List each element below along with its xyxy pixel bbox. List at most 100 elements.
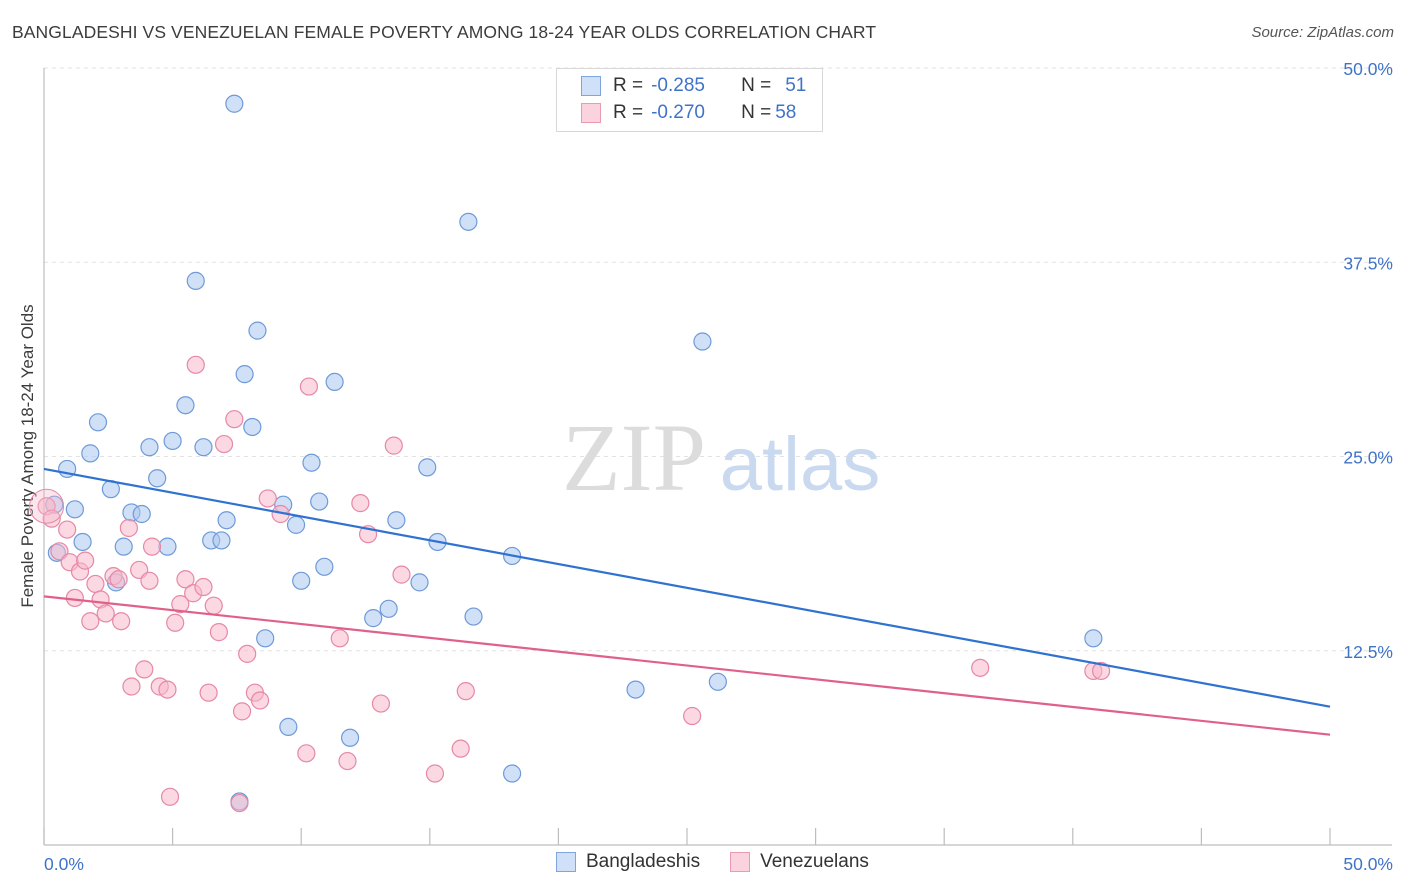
bangladeshi-point: [114, 537, 133, 556]
bangladeshi-point: [88, 413, 108, 432]
watermark: ZIP atlas: [562, 404, 880, 511]
bangladeshi-point: [243, 417, 262, 437]
series-legend-venezuelans: Venezuelans: [730, 851, 869, 873]
venezuelan-point: [135, 660, 154, 679]
watermark-zip: ZIP: [562, 404, 706, 511]
bangladeshi-point: [212, 531, 231, 550]
bangladeshi-trend-line: [43, 467, 1331, 708]
legend-row-bangladeshis: R = -0.285 N = 51: [581, 74, 806, 98]
bangladeshi-point: [279, 717, 298, 736]
y-tick-label: 25.0%: [1343, 448, 1393, 468]
bangladeshi-point: [410, 573, 429, 592]
venezuelan-trend-line: [43, 595, 1331, 736]
venezuelan-point: [76, 551, 95, 570]
legend-r-value: -0.285: [651, 75, 705, 96]
bangladeshi-point: [302, 453, 321, 472]
venezuelan-point: [209, 623, 228, 642]
venezuelan-point: [158, 680, 177, 699]
venezuelan-point: [297, 744, 316, 763]
series-swatch-blue: [556, 852, 576, 872]
venezuelan-point: [351, 494, 370, 513]
venezuelan-point: [451, 739, 470, 758]
series-legend: Bangladeshis Venezuelans: [556, 851, 899, 873]
series-label: Bangladeshis: [586, 851, 701, 872]
series-swatch-pink: [730, 852, 751, 872]
venezuelan-point: [299, 377, 319, 396]
bangladeshi-point: [163, 431, 182, 451]
legend-n-label: N =: [741, 102, 772, 123]
legend-n-label: N =: [741, 75, 772, 96]
bangladeshi-point: [503, 764, 522, 783]
venezuelan-point: [384, 436, 403, 455]
bangladeshi-point: [194, 438, 213, 457]
bangladeshi-point: [132, 504, 151, 524]
venezuelan-point: [683, 706, 702, 726]
bangladeshi-point: [459, 212, 478, 231]
bangladeshi-point: [248, 321, 267, 340]
venezuelan-point: [119, 518, 138, 538]
bangladeshi-point: [1084, 629, 1103, 648]
bangladeshi-point: [186, 271, 205, 290]
series-label: Venezuelans: [760, 851, 869, 872]
axes: [43, 68, 1392, 846]
venezuelan-point: [258, 489, 277, 508]
x-tick-label: 50.0%: [1343, 854, 1393, 874]
venezuelan-point: [1091, 661, 1111, 681]
venezuelan-point: [392, 565, 411, 584]
y-tick-label: 50.0%: [1343, 59, 1393, 79]
venezuelan-point: [109, 570, 128, 589]
venezuelan-point: [338, 751, 357, 771]
venezuelan-point: [186, 355, 205, 374]
bangladeshi-point: [158, 537, 177, 556]
venezuelan-point: [456, 682, 475, 701]
bangladeshi-point: [225, 94, 244, 113]
bangladeshi-point: [340, 728, 360, 747]
venezuelan-point: [330, 629, 349, 648]
source-credit: Source: ZipAtlas.com: [1251, 24, 1394, 41]
venezuelan-point-large: [29, 488, 65, 524]
legend-r-label: R =: [613, 102, 644, 123]
venezuelan-point: [122, 677, 141, 696]
venezuelan-point: [199, 683, 218, 702]
venezuelan-point: [171, 595, 190, 614]
tick-labels: 12.5% 25.0% 37.5% 50.0% 0.0% 50.0%: [44, 59, 1393, 874]
venezuelan-point: [232, 702, 252, 721]
bangladeshi-point: [140, 438, 159, 457]
bangladeshi-point: [626, 680, 645, 699]
venezuelan-point: [225, 410, 244, 429]
bangladeshi-point: [81, 444, 100, 463]
y-tick-label: 37.5%: [1343, 253, 1393, 273]
venezuelan-point: [371, 694, 391, 713]
venezuelan-point: [142, 537, 162, 556]
series-legend-bangladeshis: Bangladeshis: [556, 851, 700, 873]
bangladeshi-point: [364, 609, 383, 628]
venezuelan-point: [81, 612, 100, 631]
venezuelan-point: [250, 691, 270, 710]
y-tick-label: 12.5%: [1343, 642, 1393, 662]
bangladeshi-point: [148, 469, 167, 488]
bangladeshi-point: [292, 571, 311, 590]
bangladeshi-point: [286, 515, 306, 534]
venezuelan-point: [96, 604, 115, 623]
x-tick-label: 0.0%: [44, 854, 84, 874]
legend-r-label: R =: [613, 75, 644, 96]
venezuelan-point: [971, 658, 990, 677]
bangladeshi-point: [256, 629, 275, 648]
venezuelan-point: [238, 644, 257, 663]
bangladeshi-point: [379, 599, 398, 618]
venezuelan-point: [166, 613, 185, 632]
legend-swatch-blue: [581, 76, 601, 96]
watermark-atlas: atlas: [720, 422, 881, 507]
trend-lines: [43, 467, 1331, 736]
venezuelan-point: [65, 588, 84, 608]
bangladeshi-point: [176, 396, 195, 415]
data-points: [29, 94, 1111, 813]
legend-swatch-pink: [581, 103, 601, 123]
legend-n-value: 51: [785, 75, 807, 96]
bangladeshi-point: [387, 511, 406, 530]
legend-n-value: 58: [775, 102, 797, 123]
venezuelan-point: [176, 570, 195, 589]
bangladeshi-point: [708, 672, 727, 691]
bangladeshi-point: [464, 607, 483, 626]
bangladeshi-point: [235, 365, 254, 384]
